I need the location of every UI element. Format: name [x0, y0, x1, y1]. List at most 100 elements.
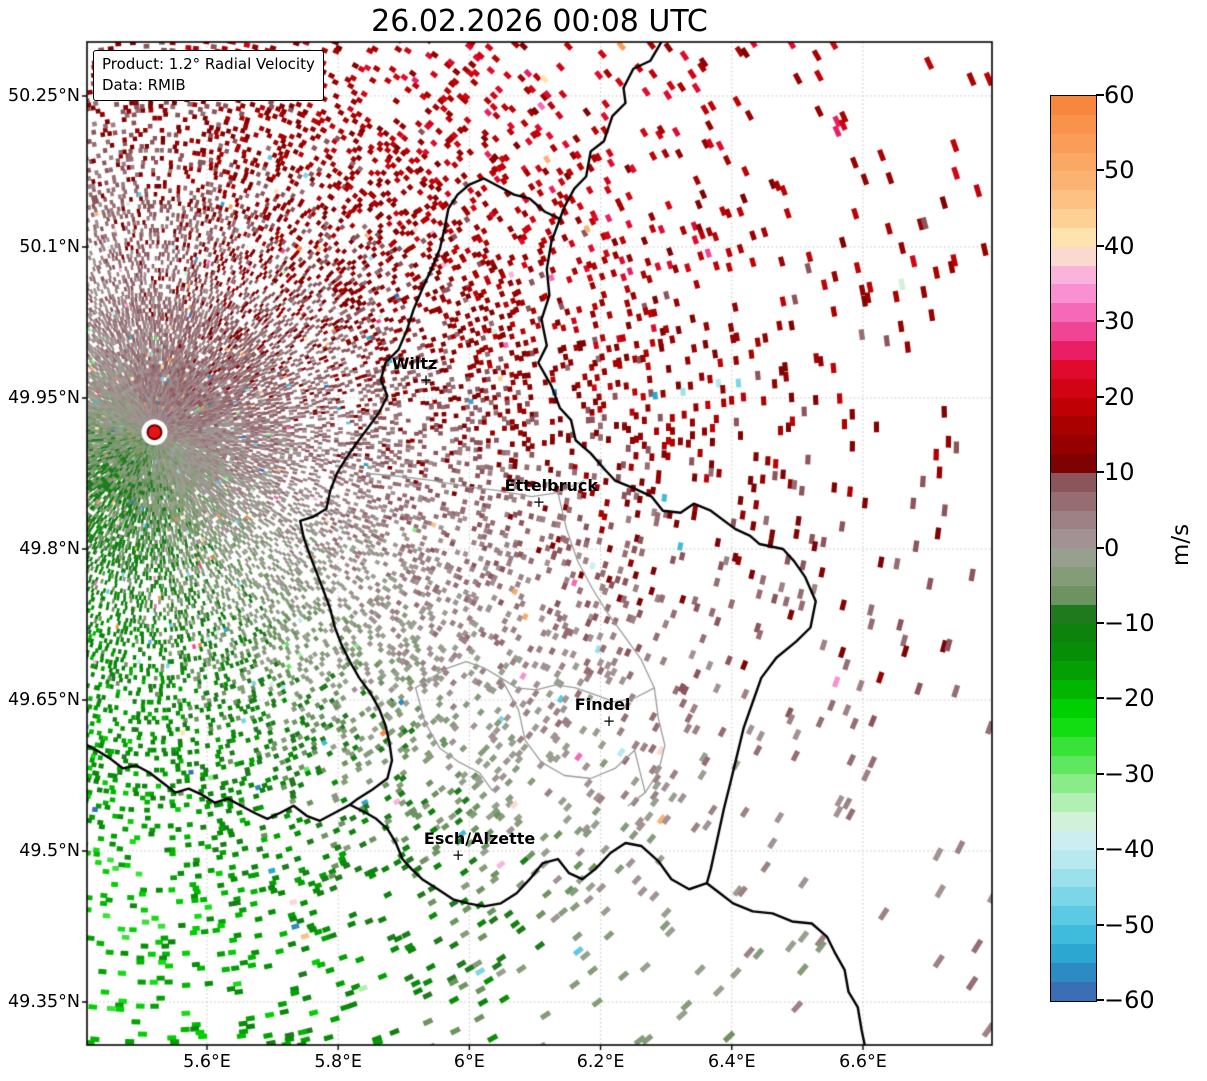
colorbar-tick-mark — [1096, 772, 1104, 775]
colorbar-tick-label: 30 — [1104, 307, 1135, 336]
colorbar-segment — [1051, 96, 1096, 115]
colorbar-tick-mark — [1096, 697, 1104, 700]
colorbar-segment — [1051, 322, 1096, 341]
colorbar-segment — [1051, 416, 1096, 436]
colorbar-tick-mark — [1096, 999, 1104, 1001]
colorbar-tick-mark — [1096, 244, 1104, 247]
colorbar-segment — [1051, 717, 1096, 737]
colorbar-segment — [1051, 699, 1096, 718]
colorbar-tick-label: −60 — [1104, 986, 1155, 1014]
colorbar-segment — [1051, 114, 1096, 134]
colorbar-tick-label: −20 — [1104, 684, 1155, 713]
colorbar-tick-mark — [1096, 471, 1104, 474]
y-axis-tick-label: 50.25°N — [8, 85, 80, 106]
colorbar-tick-label: 50 — [1104, 156, 1135, 185]
y-axis-tick-label: 49.8°N — [19, 538, 80, 559]
colorbar-segment — [1051, 265, 1096, 285]
colorbar-segment — [1051, 793, 1096, 813]
x-axis-tick-label: 6°E — [453, 1052, 485, 1072]
colorbar-segment — [1051, 303, 1096, 323]
colorbar-segment — [1051, 227, 1096, 247]
colorbar-segment — [1051, 661, 1096, 681]
colorbar-segment — [1051, 548, 1096, 568]
colorbar-segment — [1051, 209, 1096, 228]
colorbar-tick-mark — [1096, 848, 1104, 851]
colorbar-tick-label: 20 — [1104, 382, 1135, 411]
city-marker: + — [602, 712, 616, 731]
colorbar-segment — [1051, 472, 1096, 492]
colorbar-segment — [1051, 925, 1096, 944]
y-axis-tick-label: 49.35°N — [8, 992, 80, 1012]
y-axis-tick-label: 49.65°N — [8, 689, 80, 710]
city-marker: + — [532, 492, 546, 511]
colorbar-tick-mark — [1096, 395, 1104, 398]
colorbar-segment — [1051, 774, 1096, 794]
colorbar-segment — [1051, 736, 1096, 756]
colorbar-segment — [1051, 171, 1096, 191]
colorbar-segment — [1051, 642, 1096, 662]
colorbar-segment — [1051, 246, 1096, 266]
colorbar-segment — [1051, 397, 1096, 417]
x-axis-tick-label: 6.6°E — [839, 1052, 887, 1072]
colorbar-tick-mark — [1096, 621, 1104, 624]
colorbar-segment — [1051, 943, 1096, 963]
data-source-label: Data: RMIB — [102, 76, 186, 94]
colorbar-tick-label: −30 — [1104, 759, 1155, 788]
colorbar-segment — [1051, 359, 1096, 379]
colorbar-segment — [1051, 868, 1096, 888]
city-label: Esch/Alzette — [423, 829, 536, 849]
colorbar-segment — [1051, 906, 1096, 926]
colorbar-segment — [1051, 510, 1096, 530]
colorbar — [1050, 95, 1097, 1002]
city-label: Ettelbruck — [504, 475, 599, 495]
colorbar-segment — [1051, 585, 1096, 605]
colorbar-segment — [1051, 435, 1096, 455]
colorbar-segment — [1051, 623, 1096, 643]
colorbar-segment — [1051, 529, 1096, 549]
colorbar-segment — [1051, 830, 1096, 850]
colorbar-tick-label: 40 — [1104, 231, 1135, 260]
colorbar-tick-mark — [1096, 169, 1104, 172]
colorbar-segment — [1051, 378, 1096, 398]
colorbar-tick-mark — [1096, 94, 1104, 96]
colorbar-segment — [1051, 152, 1096, 172]
y-axis-tick-label: 49.5°N — [19, 841, 80, 861]
colorbar-tick-mark — [1096, 546, 1104, 549]
colorbar-segment — [1051, 567, 1096, 586]
x-axis-tick-label: 5.8°E — [314, 1052, 362, 1072]
colorbar-segment — [1051, 812, 1096, 831]
x-axis-tick-label: 6.2°E — [576, 1052, 625, 1072]
colorbar-segment — [1051, 680, 1096, 699]
colorbar-segment — [1051, 454, 1096, 473]
colorbar-tick-mark — [1096, 320, 1104, 323]
city-marker: + — [419, 370, 433, 389]
colorbar-segment — [1051, 133, 1096, 153]
colorbar-segment — [1051, 190, 1096, 210]
colorbar-segment — [1051, 849, 1096, 869]
city-label: Findel — [574, 695, 631, 715]
colorbar-tick-label: 10 — [1104, 458, 1135, 487]
colorbar-segment — [1051, 755, 1096, 775]
colorbar-tick-label: −40 — [1104, 835, 1155, 864]
colorbar-segment — [1051, 284, 1096, 304]
x-axis-tick-label: 6.4°E — [707, 1052, 756, 1072]
product-annotation-box: Product: 1.2° Radial Velocity Data: RMIB — [93, 50, 324, 101]
product-label: Product: 1.2° Radial Velocity — [102, 55, 315, 73]
colorbar-segment — [1051, 887, 1096, 907]
city-label: Wiltz — [391, 353, 438, 373]
colorbar-segment — [1051, 962, 1096, 982]
city-marker: + — [451, 846, 465, 865]
colorbar-tick-label: 0 — [1104, 533, 1120, 562]
colorbar-tick-mark — [1096, 923, 1104, 926]
colorbar-segment — [1051, 604, 1096, 624]
colorbar-segment — [1051, 981, 1096, 1001]
colorbar-segment — [1051, 491, 1096, 511]
colorbar-tick-label: −50 — [1104, 910, 1155, 939]
page-title: 26.02.2026 00:08 UTC — [371, 4, 708, 39]
colorbar-tick-label: 60 — [1104, 81, 1135, 109]
colorbar-segment — [1051, 340, 1096, 360]
y-axis-tick-label: 50.1°N — [19, 236, 80, 257]
colorbar-tick-label: −10 — [1104, 608, 1155, 637]
